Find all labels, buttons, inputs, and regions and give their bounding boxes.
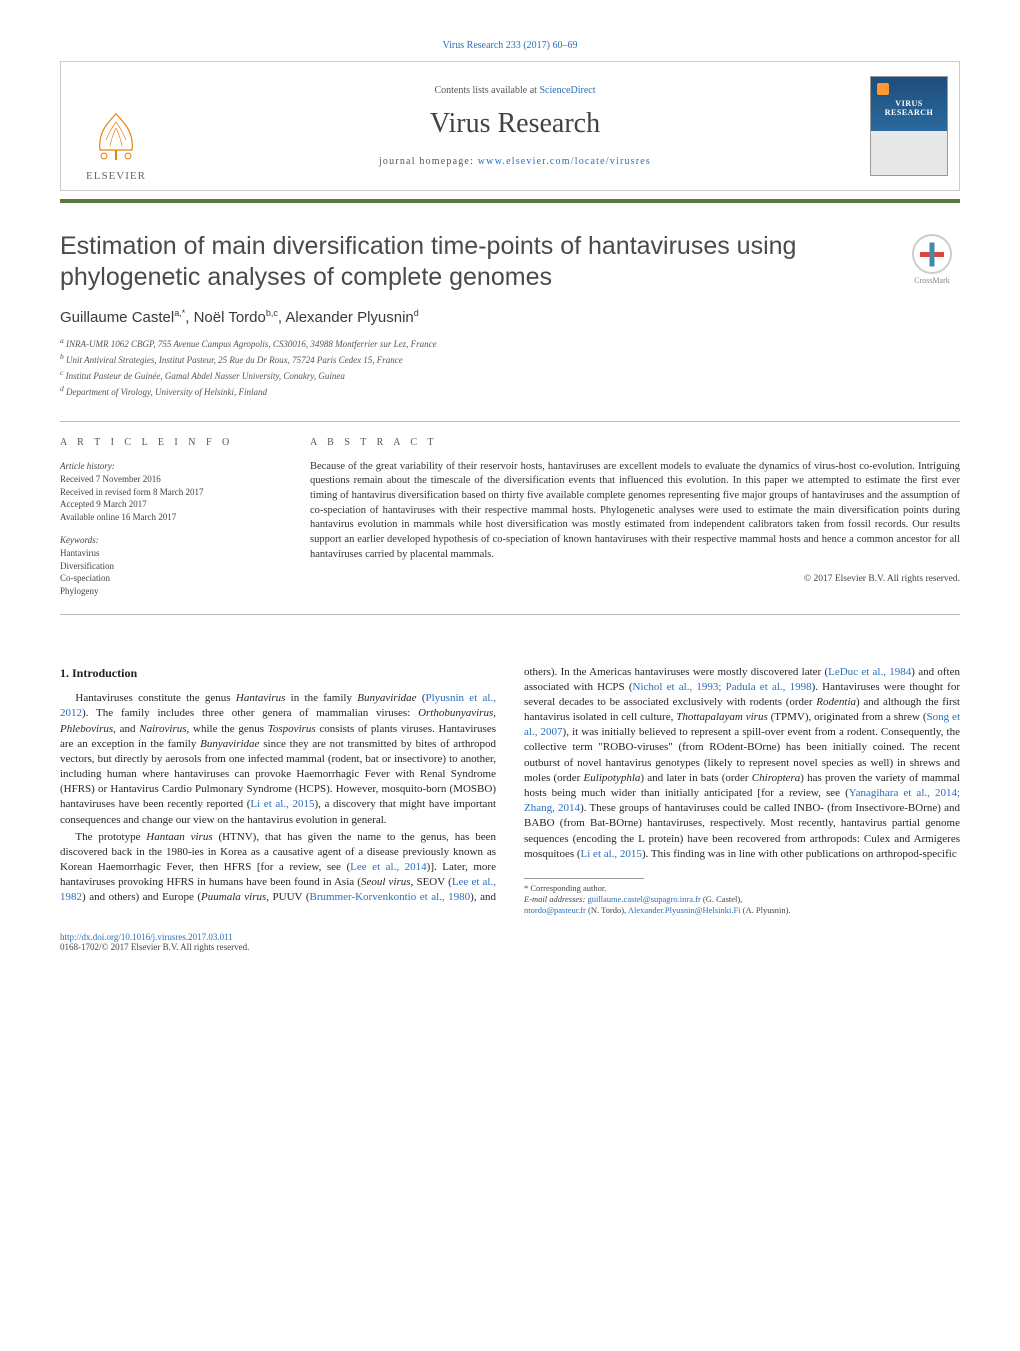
- email-link[interactable]: guillaume.castel@supagro.inra.fr: [587, 894, 700, 904]
- article-info-heading: a r t i c l e i n f o: [60, 436, 280, 450]
- abstract-heading: a b s t r a c t: [310, 436, 960, 450]
- journal-title: Virus Research: [430, 108, 600, 140]
- citation-link[interactable]: Lee et al., 2014: [350, 861, 427, 873]
- citation-link[interactable]: LeDuc et al., 1984: [828, 666, 911, 678]
- keyword: Co-speciation: [60, 572, 280, 585]
- history-line: Available online 16 March 2017: [60, 511, 280, 524]
- journal-homepage-line: journal homepage: www.elsevier.com/locat…: [379, 156, 651, 167]
- email-link[interactable]: Alexander.Plyusnin@Helsinki.Fi: [628, 905, 741, 915]
- journal-cover-thumbnail: VIRUS RESEARCH: [870, 76, 948, 176]
- article-info-column: a r t i c l e i n f o Article history: R…: [60, 436, 280, 598]
- body-paragraph: Hantaviruses constitute the genus Hantav…: [60, 691, 496, 828]
- affiliation-line: b Unit Antiviral Strategies, Institut Pa…: [60, 352, 960, 367]
- abstract-copyright: © 2017 Elsevier B.V. All rights reserved…: [310, 573, 960, 586]
- affiliation-line: a INRA-UMR 1062 CBGP, 755 Avenue Campus …: [60, 336, 960, 351]
- header-accent-bar: [60, 199, 960, 203]
- sciencedirect-link[interactable]: ScienceDirect: [539, 85, 595, 96]
- email-link[interactable]: ntordo@pasteur.fr: [524, 905, 586, 915]
- homepage-link[interactable]: www.elsevier.com/locate/virusres: [478, 156, 651, 167]
- affiliation-line: d Department of Virology, University of …: [60, 384, 960, 399]
- author-list: Guillaume Castela,*, Noël Tordob,c, Alex…: [60, 308, 960, 326]
- contents-list-line: Contents lists available at ScienceDirec…: [434, 85, 595, 96]
- footnotes: * Corresponding author. E-mail addresses…: [524, 883, 960, 916]
- article-title: Estimation of main diversification time-…: [60, 231, 892, 294]
- homepage-prefix: journal homepage:: [379, 156, 478, 167]
- body-text-columns: 1. Introduction Hantaviruses constitute …: [60, 665, 960, 916]
- affiliation-line: c Institut Pasteur de Guinée, Gamal Abde…: [60, 368, 960, 383]
- crossmark-label: CrossMark: [914, 276, 950, 285]
- abstract-column: a b s t r a c t Because of the great var…: [310, 436, 960, 598]
- journal-reference: Virus Research 233 (2017) 60–69: [60, 40, 960, 51]
- citation-link[interactable]: Brummer-Korvenkontio et al., 1980: [310, 891, 471, 903]
- history-label: Article history:: [60, 460, 280, 473]
- crossmark-icon: [912, 234, 952, 274]
- citation-link[interactable]: Li et al., 2015: [250, 798, 314, 810]
- keyword: Hantavirus: [60, 547, 280, 560]
- citation-link[interactable]: Nichol et al., 1993; Padula et al., 1998: [633, 681, 812, 693]
- publisher-logo-block: ELSEVIER: [61, 62, 171, 190]
- doi-link[interactable]: http://dx.doi.org/10.1016/j.virusres.201…: [60, 932, 233, 942]
- keyword: Phylogeny: [60, 585, 280, 598]
- email-addresses: E-mail addresses: guillaume.castel@supag…: [524, 894, 960, 916]
- keyword: Diversification: [60, 560, 280, 573]
- corresponding-author-note: * Corresponding author.: [524, 883, 960, 894]
- page-footer: http://dx.doi.org/10.1016/j.virusres.201…: [60, 932, 960, 952]
- history-line: Received 7 November 2016: [60, 473, 280, 486]
- publisher-name: ELSEVIER: [86, 170, 146, 182]
- journal-header: ELSEVIER Contents lists available at Sci…: [60, 61, 960, 191]
- citation-link[interactable]: Li et al., 2015: [581, 848, 642, 860]
- keywords-label: Keywords:: [60, 534, 280, 547]
- contents-prefix: Contents lists available at: [434, 85, 539, 96]
- crossmark-badge[interactable]: CrossMark: [904, 231, 960, 287]
- affiliations: a INRA-UMR 1062 CBGP, 755 Avenue Campus …: [60, 336, 960, 399]
- abstract-text: Because of the great variability of thei…: [310, 460, 960, 563]
- footnote-separator: [524, 878, 644, 879]
- history-line: Accepted 9 March 2017: [60, 498, 280, 511]
- elsevier-tree-icon: [86, 106, 146, 166]
- cover-title: VIRUS RESEARCH: [871, 99, 947, 117]
- issn-copyright: 0168-1702/© 2017 Elsevier B.V. All right…: [60, 942, 249, 952]
- section-heading: 1. Introduction: [60, 665, 496, 682]
- history-line: Received in revised form 8 March 2017: [60, 486, 280, 499]
